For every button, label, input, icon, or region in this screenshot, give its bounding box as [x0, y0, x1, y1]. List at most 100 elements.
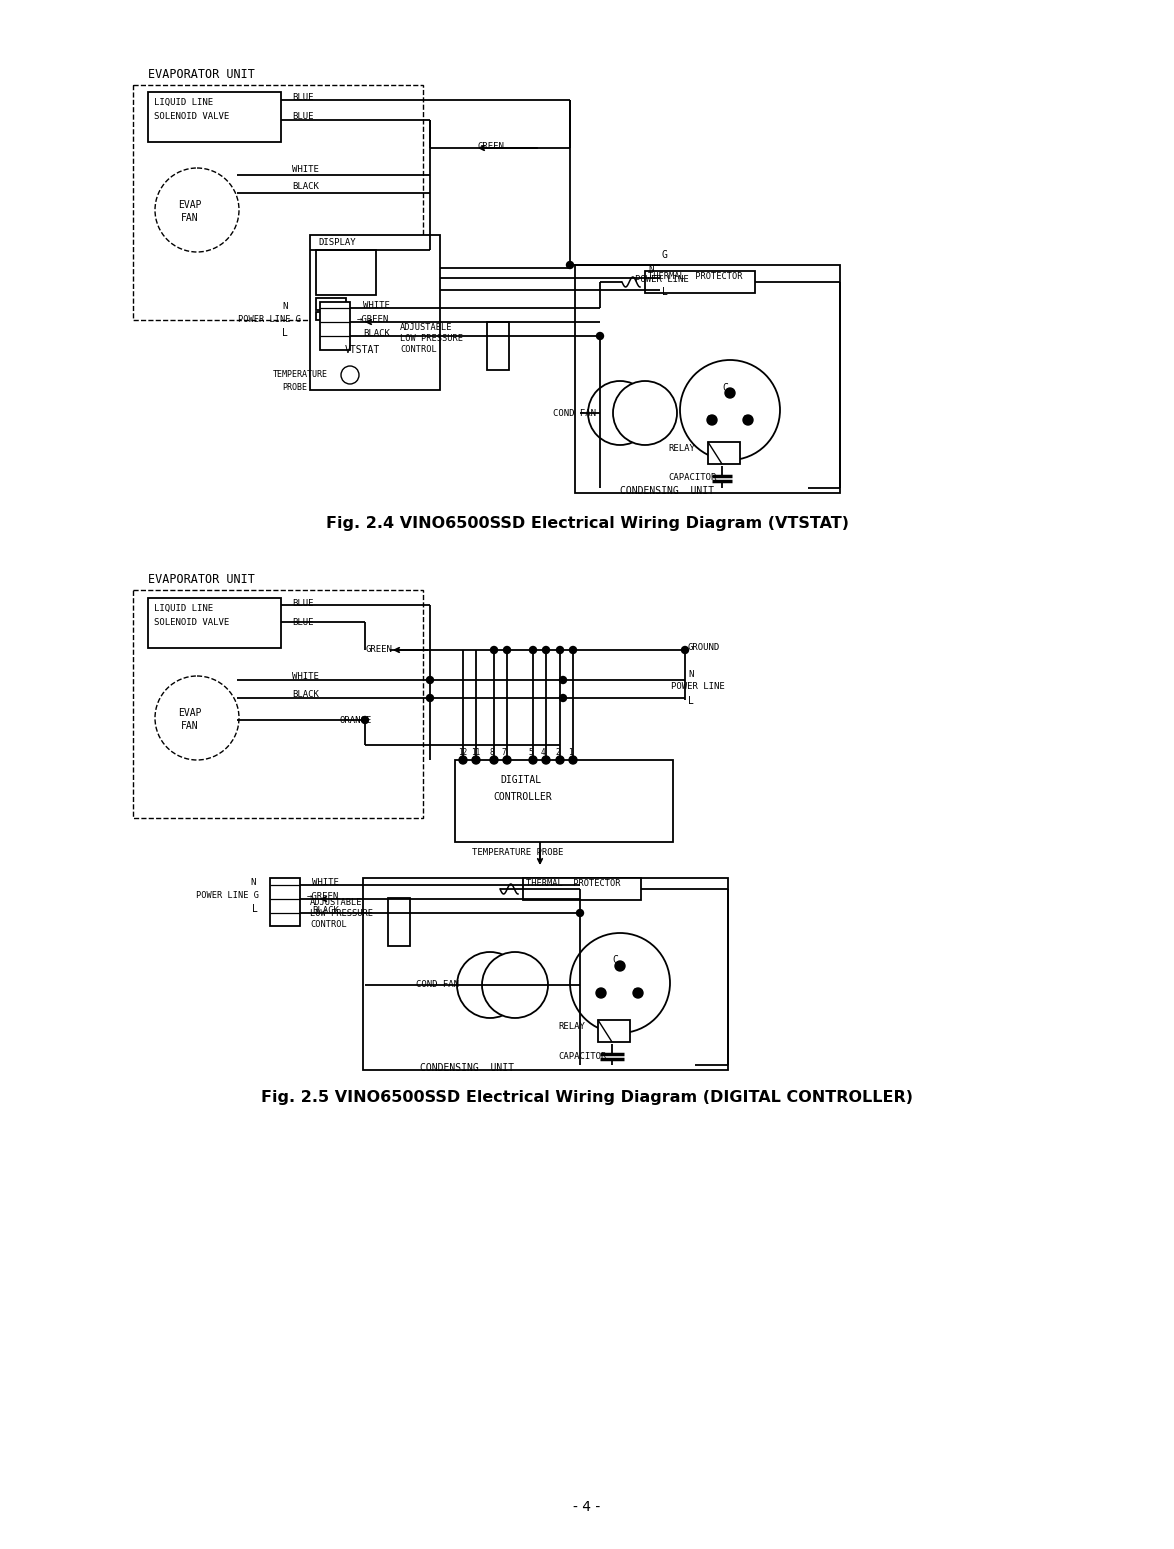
Text: →GREEN: →GREEN — [306, 892, 339, 902]
Text: ADJUSTABLE: ADJUSTABLE — [310, 898, 363, 908]
Text: S: S — [596, 988, 602, 998]
Text: ADJUSTABLE: ADJUSTABLE — [400, 324, 452, 331]
Text: LIQUID LINE: LIQUID LINE — [154, 604, 214, 613]
Text: - 4 -: - 4 - — [573, 1499, 601, 1513]
Text: COND FAN: COND FAN — [553, 409, 596, 418]
Text: POWER LINE: POWER LINE — [672, 682, 724, 691]
Bar — [487, 322, 510, 370]
Bar — [645, 271, 755, 293]
Text: 5: 5 — [528, 748, 533, 757]
Bar — [387, 898, 410, 946]
Bar — [148, 598, 281, 647]
Text: →GREEN: →GREEN — [357, 314, 390, 324]
Bar — [363, 878, 728, 1070]
Text: LOW PRESSURE: LOW PRESSURE — [310, 909, 373, 919]
Bar — [316, 249, 376, 294]
Text: RELAY: RELAY — [558, 1022, 585, 1032]
Text: BLUE: BLUE — [292, 93, 313, 102]
Circle shape — [596, 988, 606, 998]
Text: WHITE: WHITE — [292, 672, 319, 682]
Text: ORANGE: ORANGE — [340, 716, 372, 725]
Text: BLUE: BLUE — [292, 112, 313, 121]
Text: GREEN: GREEN — [365, 644, 392, 654]
Circle shape — [556, 646, 564, 654]
Text: L: L — [282, 328, 288, 338]
Circle shape — [362, 717, 369, 723]
Text: L: L — [252, 905, 258, 914]
Text: R: R — [633, 988, 639, 998]
Circle shape — [613, 381, 677, 445]
Text: S: S — [706, 415, 711, 424]
Bar — [575, 265, 841, 493]
Text: BLACK: BLACK — [292, 181, 319, 191]
Circle shape — [490, 756, 498, 764]
Text: DIGITAL: DIGITAL — [500, 774, 541, 785]
Text: LOW PRESSURE: LOW PRESSURE — [400, 335, 463, 342]
Text: N: N — [250, 878, 256, 888]
Circle shape — [615, 960, 625, 971]
Bar — [148, 91, 281, 143]
Text: TEMPERATURE: TEMPERATURE — [274, 370, 328, 380]
Text: WHITE: WHITE — [312, 878, 339, 888]
Text: THERMAL  PROTECTOR: THERMAL PROTECTOR — [526, 878, 621, 888]
Circle shape — [576, 909, 583, 917]
Text: FAN: FAN — [181, 720, 198, 731]
Circle shape — [596, 333, 603, 339]
Text: 7: 7 — [502, 748, 507, 757]
Circle shape — [633, 988, 643, 998]
Text: BLACK: BLACK — [292, 689, 319, 699]
Circle shape — [483, 953, 548, 1018]
Circle shape — [155, 167, 239, 252]
Bar — [133, 590, 423, 818]
Bar — [321, 302, 350, 350]
Text: EVAP: EVAP — [178, 200, 202, 211]
Circle shape — [569, 646, 576, 654]
Text: CONTROLLER: CONTROLLER — [493, 792, 552, 802]
Text: EVAPORATOR UNIT: EVAPORATOR UNIT — [148, 68, 255, 81]
Text: POWER LINE: POWER LINE — [635, 276, 689, 283]
Text: CONTROL: CONTROL — [400, 345, 437, 355]
Text: C: C — [612, 956, 618, 965]
Text: Fig. 2.4 VINO6500SSD Electrical Wiring Diagram (VTSTAT): Fig. 2.4 VINO6500SSD Electrical Wiring D… — [325, 516, 849, 531]
Text: CAPACITOR: CAPACITOR — [668, 472, 716, 482]
Text: COND FAN: COND FAN — [416, 981, 459, 988]
Text: 11: 11 — [471, 748, 480, 757]
Circle shape — [571, 932, 670, 1033]
Circle shape — [680, 359, 780, 460]
Text: GREEN: GREEN — [478, 143, 505, 150]
Bar — [522, 878, 641, 900]
Text: RELAY: RELAY — [668, 445, 695, 452]
Circle shape — [529, 756, 537, 764]
Text: PROBE: PROBE — [282, 383, 306, 392]
Text: BLUE: BLUE — [292, 618, 313, 627]
Text: EVAPORATOR UNIT: EVAPORATOR UNIT — [148, 573, 255, 586]
Text: DISPLAY: DISPLAY — [318, 239, 356, 246]
Circle shape — [569, 756, 576, 764]
Bar — [598, 1019, 630, 1042]
Text: GROUND: GROUND — [688, 643, 721, 652]
Text: SOLENOID VALVE: SOLENOID VALVE — [154, 618, 229, 627]
Bar — [456, 761, 673, 843]
Text: POWER LINE G: POWER LINE G — [196, 891, 259, 900]
Text: N: N — [282, 302, 288, 311]
Text: LIQUID LINE: LIQUID LINE — [154, 98, 214, 107]
Text: G: G — [662, 249, 668, 260]
Text: SOLENOID VALVE: SOLENOID VALVE — [154, 112, 229, 121]
Circle shape — [491, 646, 498, 654]
Circle shape — [588, 381, 652, 445]
Circle shape — [726, 387, 735, 398]
Circle shape — [560, 677, 567, 683]
Text: BLACK: BLACK — [312, 906, 339, 915]
Circle shape — [459, 756, 467, 764]
Circle shape — [426, 677, 433, 683]
Text: THERMAL  PROTECTOR: THERMAL PROTECTOR — [648, 273, 742, 280]
Text: L: L — [688, 696, 694, 706]
Text: POWER LINE G: POWER LINE G — [238, 314, 301, 324]
Text: CONTROL: CONTROL — [310, 920, 346, 929]
Circle shape — [426, 694, 433, 702]
Bar — [310, 235, 440, 390]
Circle shape — [457, 953, 522, 1018]
Text: C: C — [722, 383, 728, 393]
Text: BLACK: BLACK — [363, 328, 390, 338]
Text: 12: 12 — [458, 748, 467, 757]
